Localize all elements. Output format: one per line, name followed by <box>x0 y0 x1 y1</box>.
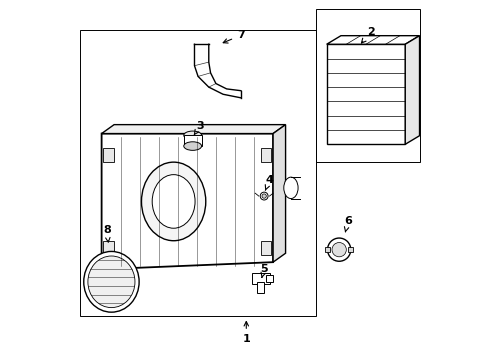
Bar <box>260 148 271 162</box>
Bar <box>347 247 353 252</box>
Bar <box>103 241 114 255</box>
Polygon shape <box>102 125 285 134</box>
Text: 7: 7 <box>223 30 244 43</box>
Bar <box>80 30 315 316</box>
Text: 5: 5 <box>260 264 267 277</box>
Bar <box>315 9 419 162</box>
Ellipse shape <box>183 142 201 150</box>
Bar <box>257 282 264 293</box>
Ellipse shape <box>152 175 195 228</box>
Text: 3: 3 <box>194 121 203 135</box>
Ellipse shape <box>183 131 201 140</box>
Polygon shape <box>405 36 419 144</box>
Ellipse shape <box>83 251 139 312</box>
Bar <box>265 275 272 282</box>
Ellipse shape <box>141 162 205 241</box>
Text: 2: 2 <box>361 27 374 43</box>
Ellipse shape <box>331 243 346 257</box>
Text: 6: 6 <box>344 216 351 232</box>
Text: 1: 1 <box>242 321 250 344</box>
Ellipse shape <box>260 192 267 200</box>
Bar <box>103 148 114 162</box>
Bar <box>251 273 269 284</box>
Text: 8: 8 <box>103 225 111 242</box>
Ellipse shape <box>327 238 350 261</box>
Polygon shape <box>326 36 419 44</box>
Bar <box>326 44 405 144</box>
Polygon shape <box>102 134 272 269</box>
Ellipse shape <box>262 194 266 198</box>
Polygon shape <box>272 125 285 262</box>
Bar <box>260 241 271 255</box>
Ellipse shape <box>283 177 298 199</box>
Bar <box>183 135 201 146</box>
Ellipse shape <box>88 256 135 307</box>
Bar <box>324 247 329 252</box>
Text: 4: 4 <box>264 175 273 190</box>
